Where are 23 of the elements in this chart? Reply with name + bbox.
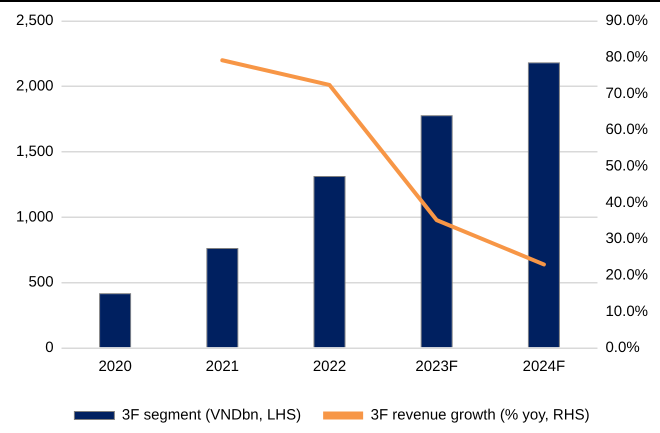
y-tick-label: 2,500 (16, 12, 54, 30)
y2-tick-label: 50.0% (605, 157, 648, 174)
x-tick-label: 2022 (312, 358, 346, 376)
y2-tick-label: 70.0% (605, 84, 648, 102)
y2-tick-label: 60.0% (605, 121, 648, 138)
y-tick-label: 1,500 (16, 142, 54, 160)
x-tick-label: 2020 (98, 358, 132, 376)
y2-tick-label: 20.0% (605, 266, 648, 284)
y-tick-label: 1,000 (16, 208, 54, 226)
y2-tick-label: 30.0% (605, 230, 648, 248)
y2-tick-label: 10.0% (605, 302, 648, 320)
y-tick-label: 2,000 (16, 78, 54, 95)
legend-label: 3F segment (VNDbn, LHS) (122, 406, 302, 424)
y2-tick-label: 90.0% (605, 12, 648, 30)
y2-tick-label: 80.0% (605, 48, 648, 66)
x-tick-label: 2023F (415, 358, 458, 376)
y2-tick-label: 40.0% (605, 194, 648, 211)
y-tick-label: 500 (28, 274, 54, 291)
y2-tick-label: 0.0% (605, 339, 640, 356)
y-tick-label: 0 (45, 339, 54, 356)
legend-label: 3F revenue growth (% yoy, RHS) (370, 406, 590, 424)
x-tick-label: 2024F (522, 358, 566, 376)
x-tick-label: 2021 (206, 358, 240, 376)
